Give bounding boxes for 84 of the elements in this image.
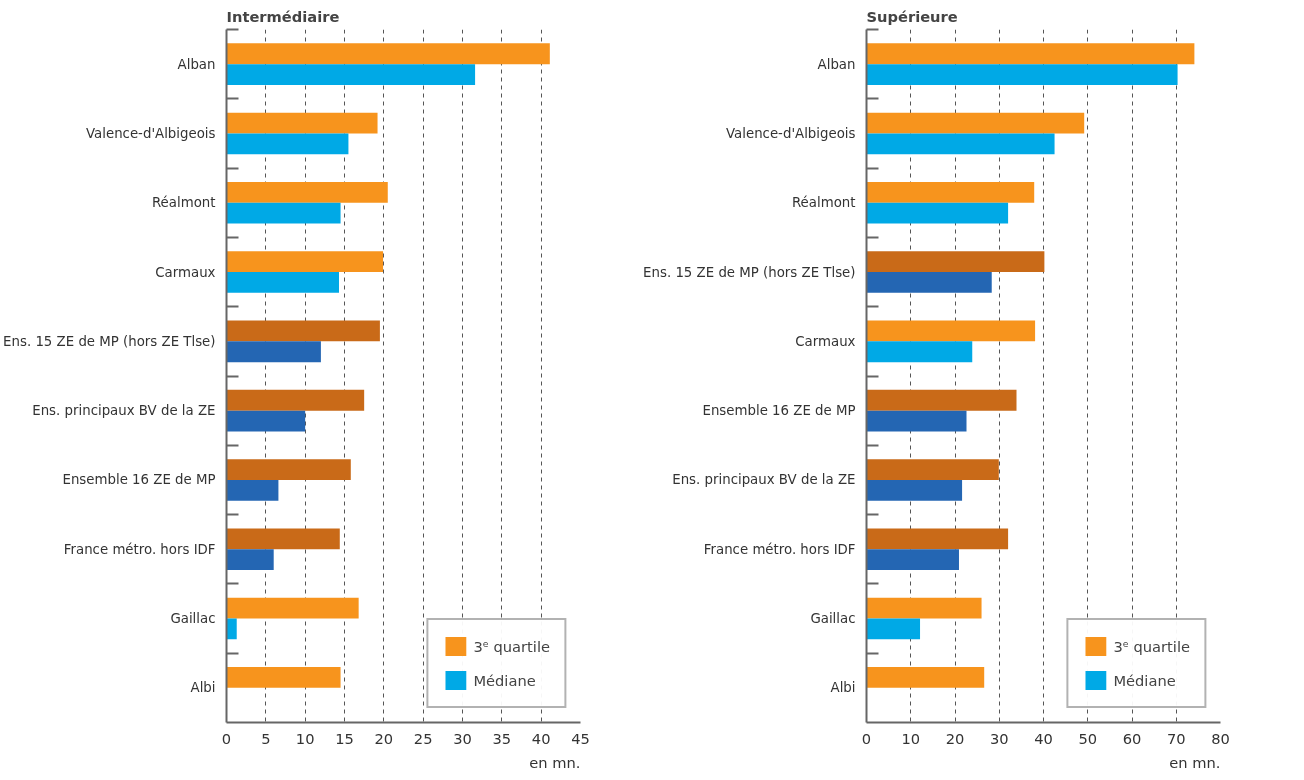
- bar: [866, 389, 1017, 411]
- bar: [226, 181, 388, 203]
- x-tick-label: 20: [945, 729, 965, 747]
- x-tick-label: 5: [261, 729, 271, 747]
- x-axis-title: en mn.: [529, 753, 581, 771]
- bar: [866, 459, 999, 480]
- y-tick-label: Réalmont: [151, 195, 216, 211]
- x-tick-label: 40: [531, 729, 551, 747]
- y-tick-label: Alban: [817, 56, 856, 72]
- x-tick-label: 50: [1078, 729, 1098, 747]
- x-tick-label: 10: [901, 729, 921, 747]
- bar: [226, 459, 351, 480]
- chart-title: Supérieure: [866, 7, 958, 25]
- bar: [866, 202, 1009, 224]
- x-tick-label: 60: [1122, 729, 1142, 747]
- legend-label: Médiane: [473, 671, 536, 689]
- x-tick-label: 20: [374, 729, 394, 747]
- bar: [226, 202, 341, 224]
- y-tick-label: Albi: [830, 680, 856, 696]
- bar: [226, 320, 380, 342]
- x-tick-label: 0: [861, 729, 872, 747]
- y-tick-label: Ens. 15 ZE de MP (hors ZE Tlse): [643, 264, 856, 280]
- x-tick-label: 80: [1211, 729, 1230, 747]
- bar: [866, 133, 1055, 155]
- y-tick-label: Ens. principaux BV de la ZE: [32, 403, 216, 419]
- y-tick-label: Carmaux: [795, 333, 856, 349]
- bar: [226, 64, 476, 85]
- x-tick-label: 30: [989, 729, 1009, 747]
- x-tick-label: 25: [413, 729, 433, 747]
- y-tick-label: Gaillac: [810, 611, 856, 627]
- x-tick-label: 40: [1034, 729, 1053, 747]
- bar: [866, 410, 967, 432]
- y-tick-label: Ens. 15 ZE de MP (hors ZE Tlse): [3, 333, 216, 349]
- bar: [226, 43, 550, 65]
- legend-label: Médiane: [1113, 671, 1176, 689]
- x-tick-label: 0: [221, 729, 232, 747]
- bar: [226, 667, 341, 688]
- bar: [866, 64, 1178, 85]
- y-tick-label: Gaillac: [170, 611, 216, 627]
- y-tick-label: Ens. principaux BV de la ZE: [672, 472, 856, 488]
- bar: [226, 251, 384, 273]
- y-tick-label: Alban: [177, 56, 216, 72]
- bar: [866, 667, 985, 688]
- bar: [866, 479, 963, 501]
- bar: [226, 133, 349, 155]
- bar: [866, 618, 921, 640]
- bar: [226, 341, 321, 363]
- x-tick-label: 15: [335, 729, 354, 747]
- y-tick-label: Ensemble 16 ZE de MP: [62, 472, 216, 488]
- bar: [866, 43, 1195, 65]
- x-tick-label: 10: [295, 729, 315, 747]
- y-tick-label: Valence-d'Albigeois: [85, 125, 216, 141]
- bar: [226, 479, 279, 501]
- x-tick-label: 45: [571, 729, 590, 747]
- bar: [226, 549, 274, 571]
- x-axis-title: en mn.: [1169, 753, 1221, 771]
- legend-label: 3ᵉ quartile: [473, 637, 550, 655]
- bar: [866, 272, 992, 293]
- bar: [866, 112, 1085, 134]
- bar: [226, 389, 365, 411]
- y-tick-label: Réalmont: [791, 195, 856, 211]
- y-tick-label: France métro. hors IDF: [63, 541, 216, 557]
- x-tick-label: 70: [1166, 729, 1186, 747]
- y-tick-label: Albi: [190, 680, 216, 696]
- bar: [866, 251, 1045, 273]
- y-tick-label: France métro. hors IDF: [703, 541, 856, 557]
- y-tick-label: Carmaux: [155, 264, 216, 280]
- y-tick-label: Valence-d'Albigeois: [725, 125, 856, 141]
- bar: [866, 597, 982, 619]
- chart-title: Intermédiaire: [226, 7, 340, 25]
- bar: [866, 549, 959, 571]
- bar: [866, 528, 1009, 550]
- y-tick-label: Ensemble 16 ZE de MP: [702, 403, 856, 419]
- bar: [226, 112, 378, 134]
- bar: [226, 272, 339, 293]
- bar: [866, 181, 1035, 203]
- bar: [226, 410, 306, 432]
- x-tick-label: 35: [492, 729, 512, 747]
- bar: [226, 528, 340, 550]
- bar: [226, 597, 359, 619]
- legend-label: 3ᵉ quartile: [1113, 637, 1190, 655]
- bar: [866, 341, 973, 363]
- bar: [866, 320, 1036, 342]
- x-tick-label: 30: [453, 729, 472, 747]
